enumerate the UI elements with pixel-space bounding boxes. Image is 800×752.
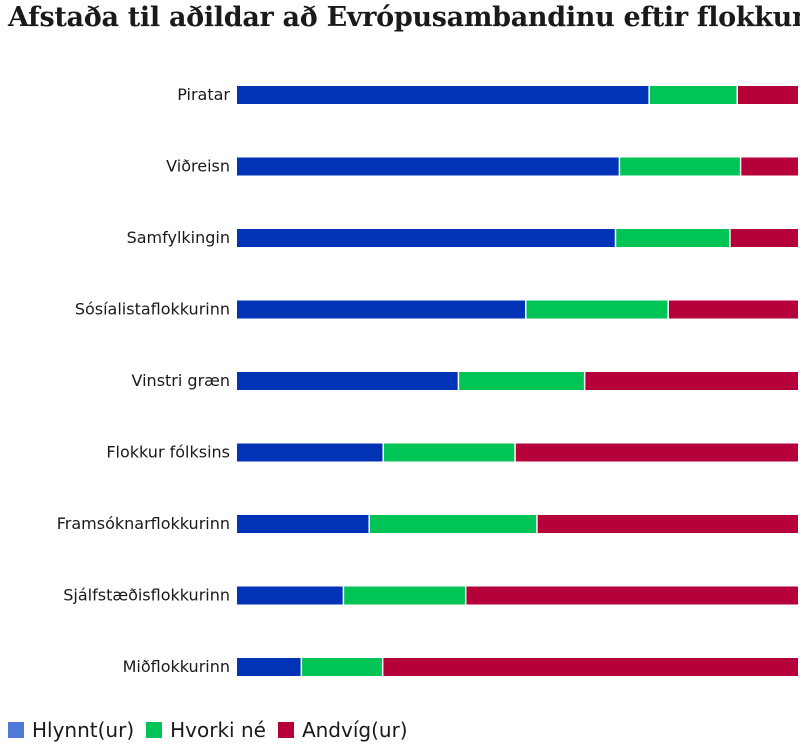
bar-segment (237, 658, 301, 676)
bar-segment (537, 515, 798, 533)
category-label: Framsóknarflokkurinn (57, 514, 230, 533)
legend-swatch (8, 722, 24, 738)
bar-segment (649, 86, 737, 104)
bar-segment (383, 658, 798, 676)
legend-label: Hlynnt(ur) (32, 718, 135, 742)
bar-segment (237, 443, 383, 462)
bar-segment (737, 86, 798, 104)
bar-segment (237, 229, 615, 247)
bar-segment (741, 157, 798, 176)
category-label: Flokkur fólksins (106, 443, 230, 462)
chart-title: Afstaða til aðildar að Evrópusambandinu … (8, 2, 800, 33)
bar-segment (526, 300, 668, 319)
bar-segment (237, 515, 369, 533)
bar-segment (237, 372, 458, 390)
bar-segment (302, 658, 382, 676)
category-label: Viðreisn (166, 157, 230, 176)
legend-item: Hvorki né (146, 718, 266, 742)
bar-segment (585, 372, 798, 390)
category-label: Vinstri græn (132, 371, 230, 390)
chart-legend: Hlynnt(ur) Hvorki né Andvíg(ur) (8, 718, 420, 742)
bar-segment (616, 229, 730, 247)
legend-label: Andvíg(ur) (301, 718, 408, 742)
bar-segment (237, 586, 343, 605)
category-label: Miðflokkurinn (123, 657, 230, 676)
category-label: Piratar (177, 85, 230, 104)
bar-segment (466, 586, 798, 605)
bar-segment (369, 515, 537, 533)
category-label: Sjálfstæðisflokkurinn (63, 586, 230, 605)
bar-segment (730, 229, 798, 247)
legend-label: Hvorki né (170, 718, 266, 742)
bar-segment (459, 372, 584, 390)
legend-swatch (277, 722, 294, 738)
category-label: Sósíalistaflokkurinn (75, 300, 230, 319)
legend-swatch (146, 722, 163, 738)
bar-segment (237, 157, 619, 176)
bar-segment (344, 586, 465, 605)
bar-segment (668, 300, 798, 319)
bar-segment (383, 443, 515, 462)
bar-segment (515, 443, 798, 462)
legend-item: Hlynnt(ur) (8, 718, 134, 742)
bar-segment (237, 86, 649, 104)
bar-segment (620, 157, 740, 176)
category-label: Samfylkingin (127, 228, 230, 247)
bar-segment (237, 300, 525, 319)
legend-item: Andvíg(ur) (277, 718, 408, 742)
